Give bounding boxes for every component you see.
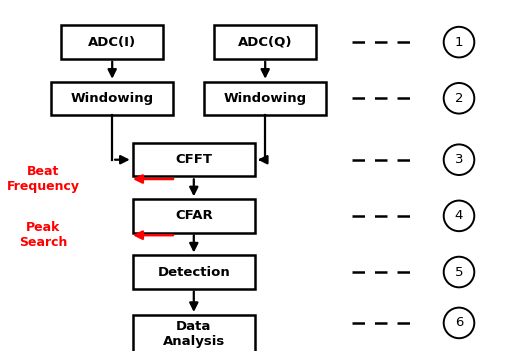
Text: 6: 6 xyxy=(454,316,462,330)
Text: 3: 3 xyxy=(454,153,462,166)
Text: Detection: Detection xyxy=(157,265,230,279)
Ellipse shape xyxy=(443,307,473,338)
Text: ADC(I): ADC(I) xyxy=(88,35,136,49)
Text: CFFT: CFFT xyxy=(175,153,212,166)
Bar xyxy=(51,82,173,115)
Text: Peak
Search: Peak Search xyxy=(19,221,67,249)
Text: Windowing: Windowing xyxy=(71,92,153,105)
Text: Windowing: Windowing xyxy=(223,92,306,105)
Text: 2: 2 xyxy=(454,92,462,105)
Text: ADC(Q): ADC(Q) xyxy=(238,35,292,49)
Bar xyxy=(61,26,163,59)
Text: CFAR: CFAR xyxy=(175,209,212,223)
Ellipse shape xyxy=(443,27,473,58)
Bar xyxy=(214,26,316,59)
Bar xyxy=(132,143,254,176)
Text: 4: 4 xyxy=(454,209,462,223)
Ellipse shape xyxy=(443,257,473,287)
Bar xyxy=(204,82,326,115)
Bar xyxy=(132,199,254,232)
Ellipse shape xyxy=(443,144,473,175)
Bar xyxy=(132,256,254,289)
Bar xyxy=(132,315,254,351)
Text: 5: 5 xyxy=(454,265,462,279)
Text: Data
Analysis: Data Analysis xyxy=(162,320,224,348)
Text: 1: 1 xyxy=(454,35,462,49)
Text: Beat
Frequency: Beat Frequency xyxy=(7,165,80,193)
Ellipse shape xyxy=(443,200,473,231)
Ellipse shape xyxy=(443,83,473,114)
